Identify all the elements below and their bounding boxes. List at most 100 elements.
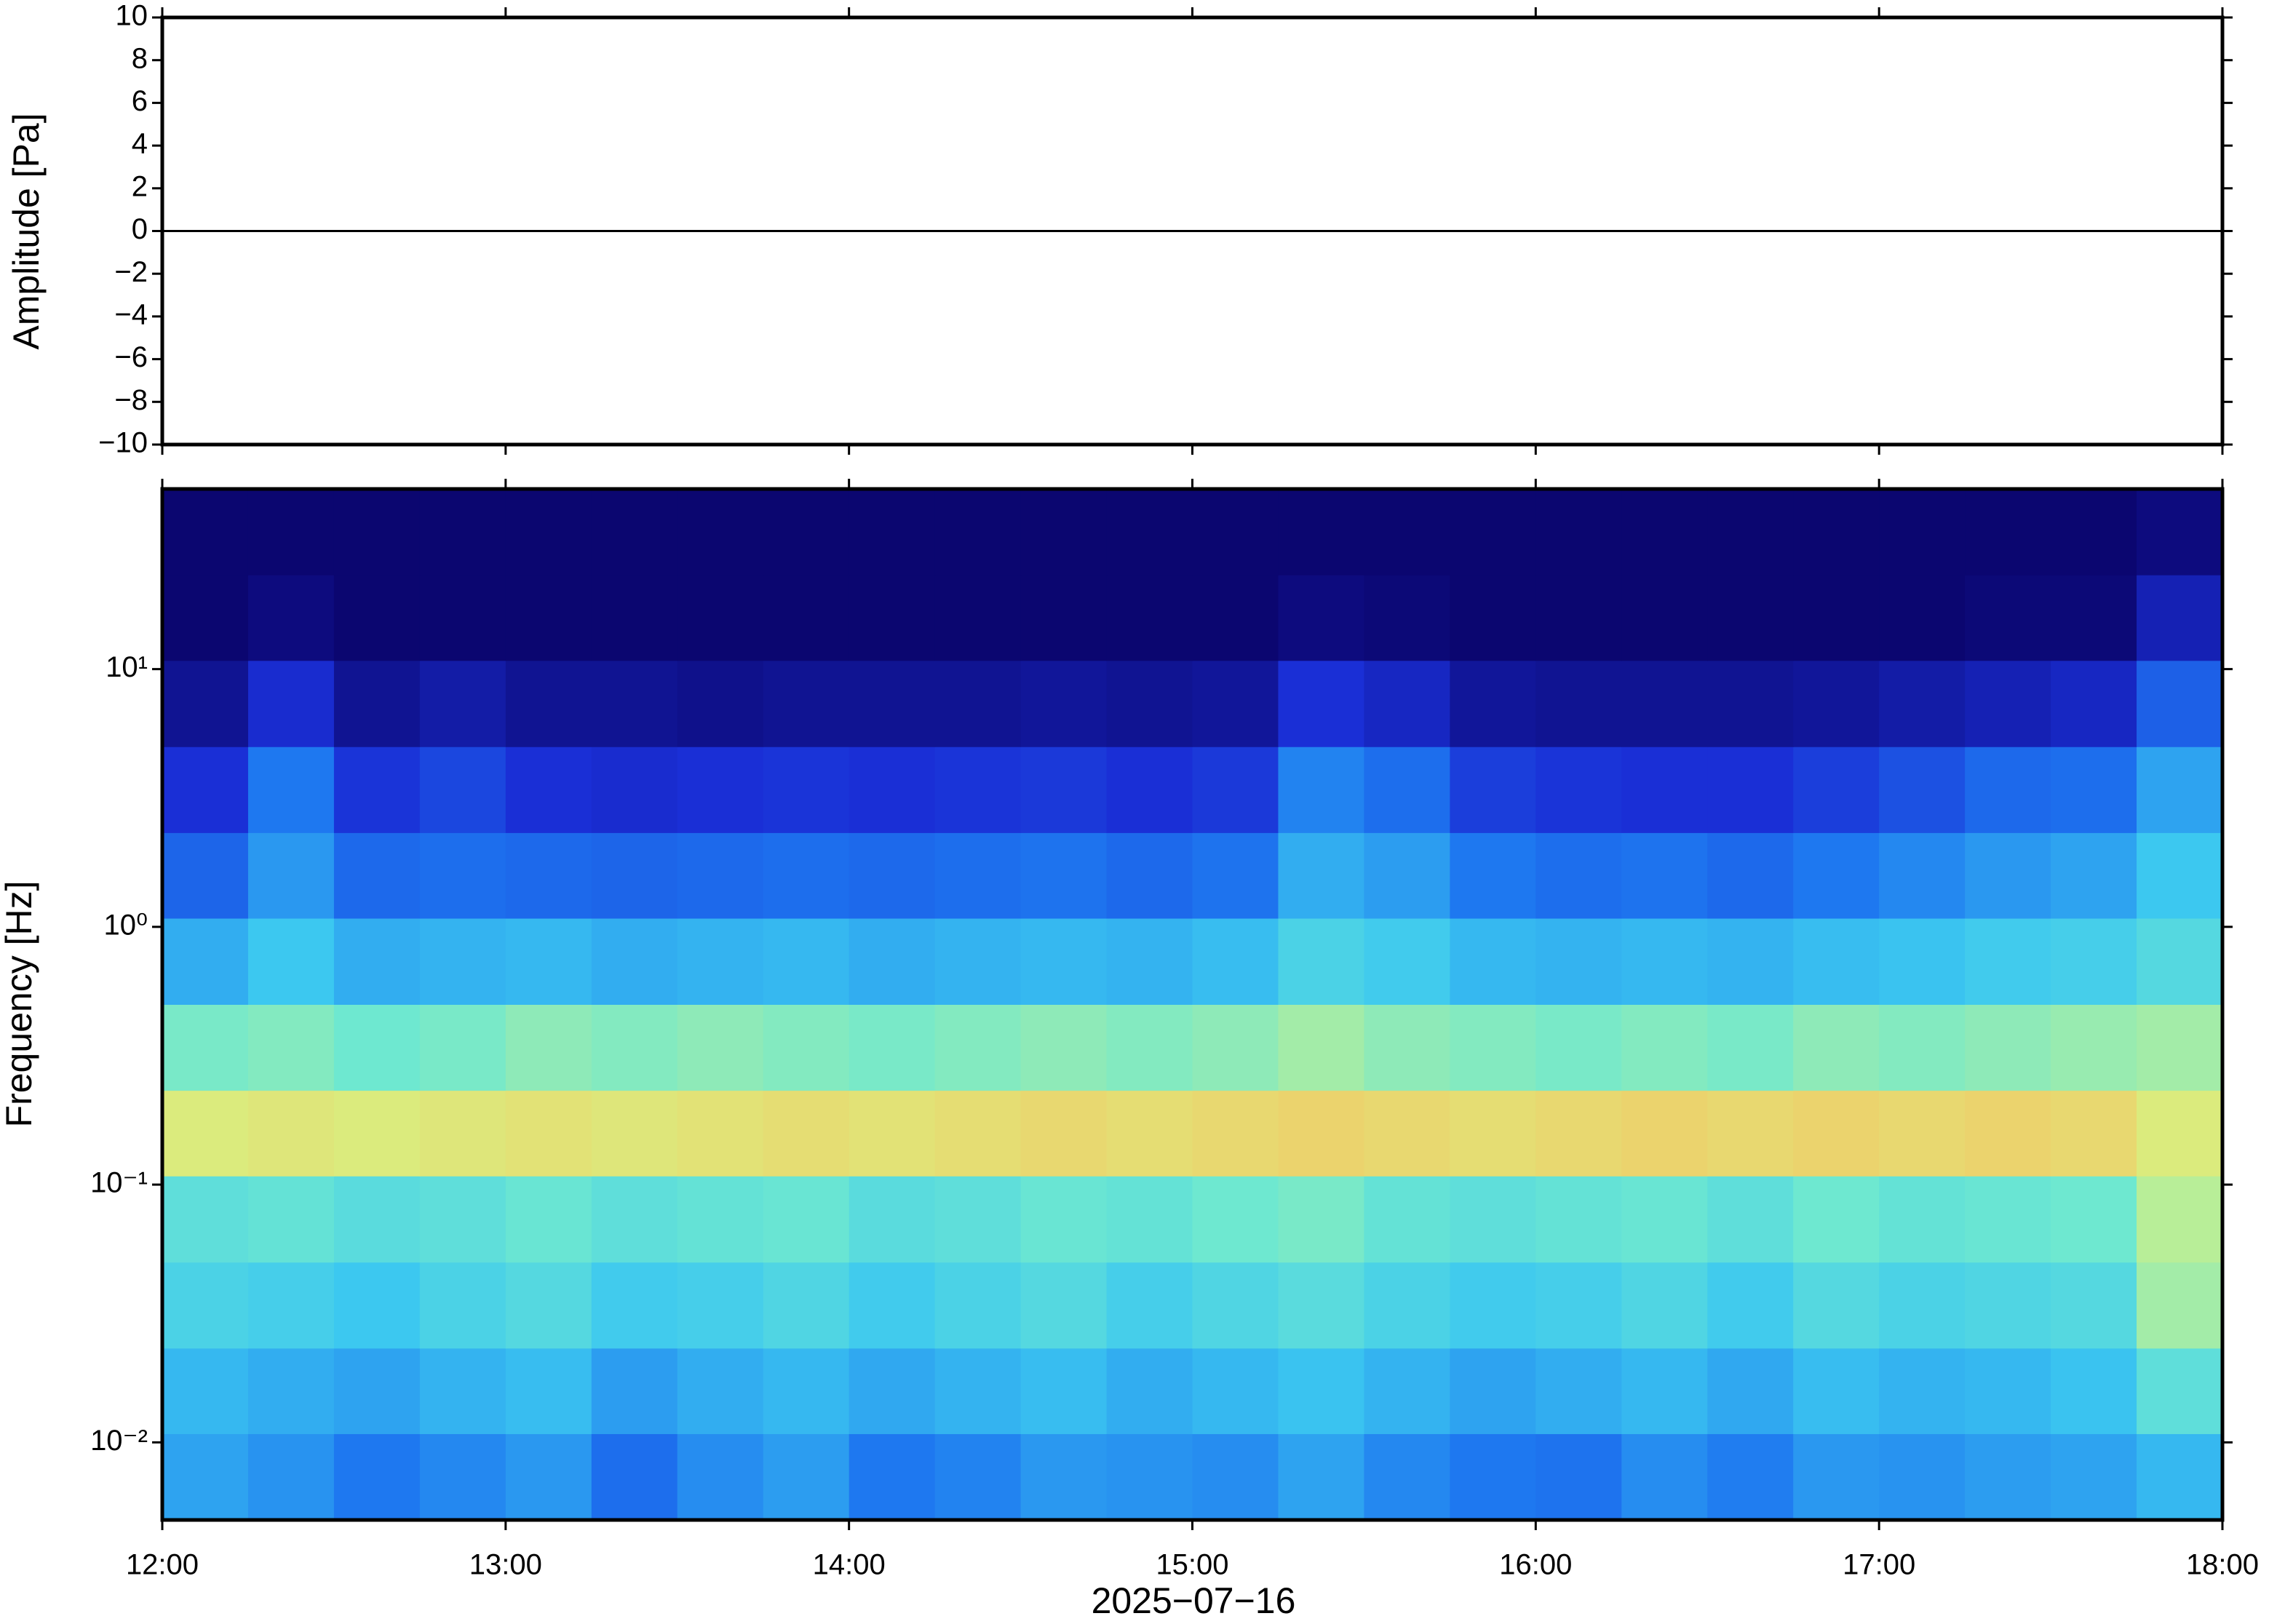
spectrogram-cell bbox=[677, 832, 764, 919]
spectrogram-cell bbox=[1192, 832, 1279, 919]
spectrogram-cell bbox=[1106, 1090, 1193, 1177]
spectrogram-cell bbox=[849, 1262, 936, 1349]
spectrogram-cell bbox=[849, 1348, 936, 1435]
spectrogram-cell bbox=[1278, 1090, 1364, 1177]
spectrogram-cell bbox=[1364, 575, 1450, 661]
spectrogram-cell bbox=[1707, 1176, 1794, 1263]
spectrogram-cell bbox=[1020, 1090, 1108, 1177]
spectrogram-cell bbox=[1450, 660, 1536, 747]
spectrogram-cell bbox=[1278, 489, 1364, 576]
spectrogram-cell bbox=[247, 832, 335, 919]
spectrogram-cell bbox=[505, 1433, 592, 1521]
spectrogram-cell bbox=[1106, 1348, 1193, 1435]
spectrogram-cell bbox=[419, 660, 506, 747]
spectrogram-cell bbox=[2137, 1090, 2223, 1177]
spectrogram-cell bbox=[505, 489, 592, 576]
spectrogram-cell bbox=[505, 918, 592, 1005]
spectrogram-cell bbox=[419, 1433, 506, 1521]
spectrogram-cell bbox=[763, 1348, 850, 1435]
spectrogram-cell bbox=[333, 575, 421, 661]
spectrogram-cell bbox=[1535, 1433, 1622, 1521]
spectrogram-cell bbox=[247, 1262, 335, 1349]
spectrogram-cell bbox=[2051, 1433, 2137, 1521]
spectrogram-cell bbox=[1965, 747, 2051, 833]
spectrogram-cell bbox=[591, 1262, 678, 1349]
spectrogram-cell bbox=[677, 1348, 764, 1435]
y-tick-label: −10 bbox=[98, 427, 148, 459]
spectrogram-cell bbox=[1192, 918, 1279, 1005]
spectrogram-cell bbox=[1965, 918, 2051, 1005]
spectrogram-cell bbox=[1020, 575, 1108, 661]
spectrogram-cell bbox=[677, 747, 764, 833]
spectrogram-cell bbox=[1621, 1433, 1708, 1521]
spectrogram-cell bbox=[1879, 832, 1966, 919]
spectrogram-cell bbox=[1106, 832, 1193, 919]
spectrogram-cell bbox=[849, 1004, 936, 1091]
y-axis-title: Frequency [Hz] bbox=[0, 880, 39, 1127]
spectrogram-cell bbox=[1621, 660, 1708, 747]
spectrogram-cell bbox=[677, 489, 764, 576]
spectrogram-cell bbox=[677, 1090, 764, 1177]
spectrogram-cell bbox=[1707, 1433, 1794, 1521]
spectrogram-cell bbox=[763, 1433, 850, 1521]
spectrogram-cell bbox=[1192, 1004, 1279, 1091]
spectrogram-cell bbox=[1106, 575, 1193, 661]
spectrogram-cell bbox=[1364, 489, 1450, 576]
spectrogram-cell bbox=[1020, 489, 1108, 576]
spectrogram-cell bbox=[2137, 1176, 2223, 1263]
spectrogram-cell bbox=[1106, 1176, 1193, 1263]
spectrogram-cell bbox=[1793, 747, 1880, 833]
spectrogram-cell bbox=[1535, 575, 1622, 661]
spectrogram-cell bbox=[1965, 1176, 2051, 1263]
spectrogram-cell bbox=[591, 1433, 678, 1521]
spectrogram-cell bbox=[1364, 747, 1450, 833]
spectrogram-cell bbox=[1621, 1176, 1708, 1263]
spectrogram-cell bbox=[1707, 1090, 1794, 1177]
spectrogram-cell bbox=[849, 660, 936, 747]
spectrogram-cell bbox=[1879, 489, 1966, 576]
spectrogram-cell bbox=[162, 1348, 249, 1435]
spectrogram-cell bbox=[763, 1176, 850, 1263]
spectrogram-cell bbox=[1793, 832, 1880, 919]
spectrogram-cell bbox=[591, 1176, 678, 1263]
spectrogram-cell bbox=[934, 1348, 1022, 1435]
y-tick-label: 10 bbox=[116, 0, 148, 32]
spectrogram-cell bbox=[677, 660, 764, 747]
spectrogram-cell bbox=[1707, 489, 1794, 576]
spectrogram-cell bbox=[1450, 1433, 1536, 1521]
spectrogram-cell bbox=[1707, 1004, 1794, 1091]
spectrogram-cell bbox=[763, 660, 850, 747]
spectrogram-cell bbox=[1793, 1262, 1880, 1349]
spectrogram-cell bbox=[1020, 918, 1108, 1005]
spectrogram-cell bbox=[1364, 660, 1450, 747]
spectrogram-cell bbox=[162, 489, 249, 576]
spectrogram-cell bbox=[1192, 1176, 1279, 1263]
spectrogram-cell bbox=[763, 1004, 850, 1091]
spectrogram-cell bbox=[849, 1090, 936, 1177]
spectrogram-cell bbox=[333, 1348, 421, 1435]
spectrogram-cell bbox=[1793, 1176, 1880, 1263]
spectrogram-cell bbox=[1965, 1262, 2051, 1349]
spectrogram-cell bbox=[1535, 489, 1622, 576]
spectrogram-cell bbox=[1020, 832, 1108, 919]
y-tick-label: −8 bbox=[114, 384, 148, 416]
spectrogram-cell bbox=[162, 747, 249, 833]
spectrogram-cell bbox=[419, 918, 506, 1005]
spectrogram-cell bbox=[1793, 1348, 1880, 1435]
spectrogram-cell bbox=[2137, 575, 2223, 661]
spectrogram-cell bbox=[162, 1433, 249, 1521]
spectrogram-cell bbox=[247, 489, 335, 576]
spectrogram-cell bbox=[1106, 747, 1193, 833]
spectrogram-cell bbox=[1793, 660, 1880, 747]
spectrogram-cell bbox=[677, 1433, 764, 1521]
spectrogram-cell bbox=[934, 747, 1022, 833]
spectrogram-cell bbox=[419, 1348, 506, 1435]
spectrogram-cell bbox=[934, 1090, 1022, 1177]
spectrogram-cell bbox=[505, 1090, 592, 1177]
spectrogram-cell bbox=[1450, 1348, 1536, 1435]
spectrogram-cell bbox=[419, 575, 506, 661]
spectrogram-cell bbox=[1278, 918, 1364, 1005]
spectrogram-cell bbox=[1278, 1348, 1364, 1435]
spectrogram-cell bbox=[591, 1004, 678, 1091]
